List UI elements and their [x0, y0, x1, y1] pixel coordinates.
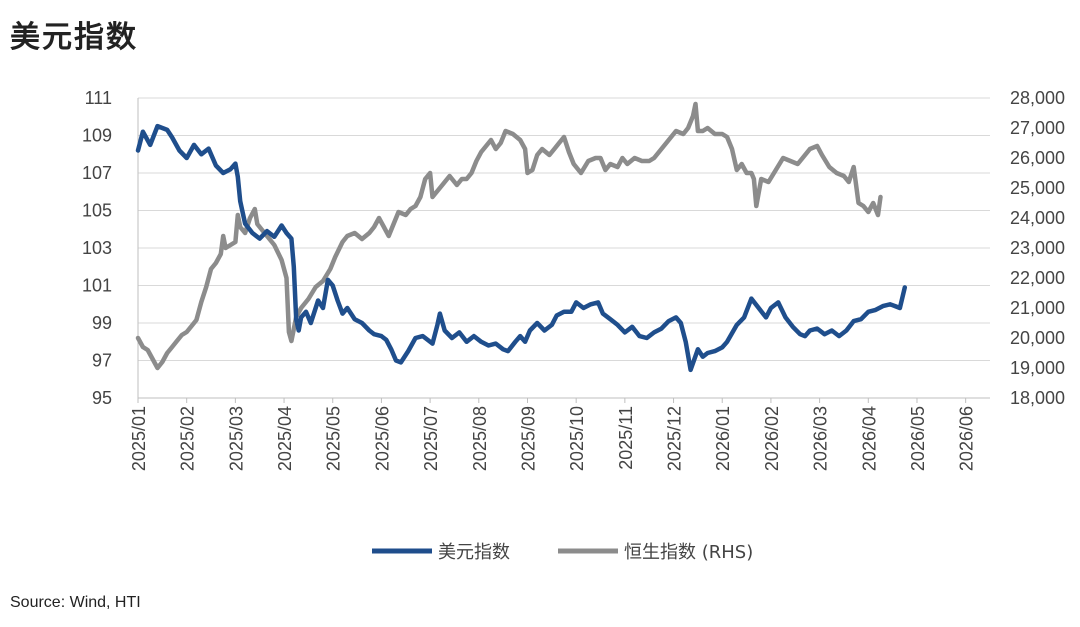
right-tick-label: 26,000: [1010, 148, 1065, 168]
x-tick-label: 2026/03: [811, 406, 831, 471]
left-tick-label: 111: [85, 88, 112, 108]
left-tick-label: 101: [82, 276, 112, 296]
right-tick-label: 18,000: [1010, 388, 1065, 408]
x-tick-label: 2025/09: [518, 406, 538, 471]
gridlines: [137, 97, 990, 399]
legend: 美元指数 恒生指数 (RHS): [372, 542, 753, 563]
right-tick-label: 21,000: [1010, 298, 1065, 318]
left-tick-label: 109: [82, 126, 112, 146]
right-tick-label: 24,000: [1010, 208, 1065, 228]
x-tick-label: 2025/04: [275, 406, 295, 471]
left-tick-label: 107: [82, 163, 112, 183]
hsi-line: [135, 101, 883, 371]
right-tick-label: 19,000: [1010, 358, 1065, 378]
legend-usd-label: 美元指数: [438, 542, 510, 563]
x-tick-label: 2025/05: [324, 406, 344, 471]
right-tick-label: 20,000: [1010, 328, 1065, 348]
x-axis-ticks: 2025/01 2025/02 2025/03 2025/04 2025/05 2025/…: [129, 398, 977, 471]
right-axis-ticks: 18,000 19,000 20,000 21,000 22,000 23,000 24,0…: [1010, 88, 1065, 408]
left-axis-ticks: 95 97 99 101 103 105 107 109 111: [82, 88, 112, 408]
x-tick-label: 2026/06: [957, 406, 977, 471]
x-tick-label: 2025/06: [372, 406, 392, 471]
x-tick-label: 2025/07: [421, 406, 441, 471]
x-tick-label: 2025/10: [567, 406, 587, 471]
x-tick-label: 2026/01: [713, 406, 733, 471]
x-tick-label: 2025/02: [178, 406, 198, 471]
usd-index-line: [135, 123, 908, 373]
right-tick-label: 23,000: [1010, 238, 1065, 258]
source-note: Source: Wind, HTI: [10, 594, 141, 611]
right-tick-label: 28,000: [1010, 88, 1065, 108]
right-tick-label: 22,000: [1010, 268, 1065, 288]
left-tick-label: 95: [92, 388, 112, 408]
x-tick-label: 2025/01: [129, 406, 149, 471]
series-lines: [135, 101, 908, 373]
left-tick-label: 99: [92, 313, 112, 333]
x-tick-label: 2025/11: [616, 406, 636, 470]
x-tick-label: 2025/08: [470, 406, 490, 471]
x-tick-label: 2026/05: [908, 406, 928, 471]
x-tick-label: 2025/12: [665, 406, 685, 471]
right-tick-label: 27,000: [1010, 118, 1065, 138]
page-title: 美元指数: [10, 20, 138, 55]
left-tick-label: 97: [92, 351, 112, 371]
right-tick-label: 25,000: [1010, 178, 1065, 198]
legend-hsi-label: 恒生指数 (RHS): [624, 542, 753, 563]
x-tick-label: 2025/03: [226, 406, 246, 471]
left-tick-label: 105: [82, 201, 112, 221]
left-tick-label: 103: [82, 238, 112, 258]
x-tick-label: 2026/02: [762, 406, 782, 471]
x-tick-label: 2026/04: [859, 406, 879, 471]
